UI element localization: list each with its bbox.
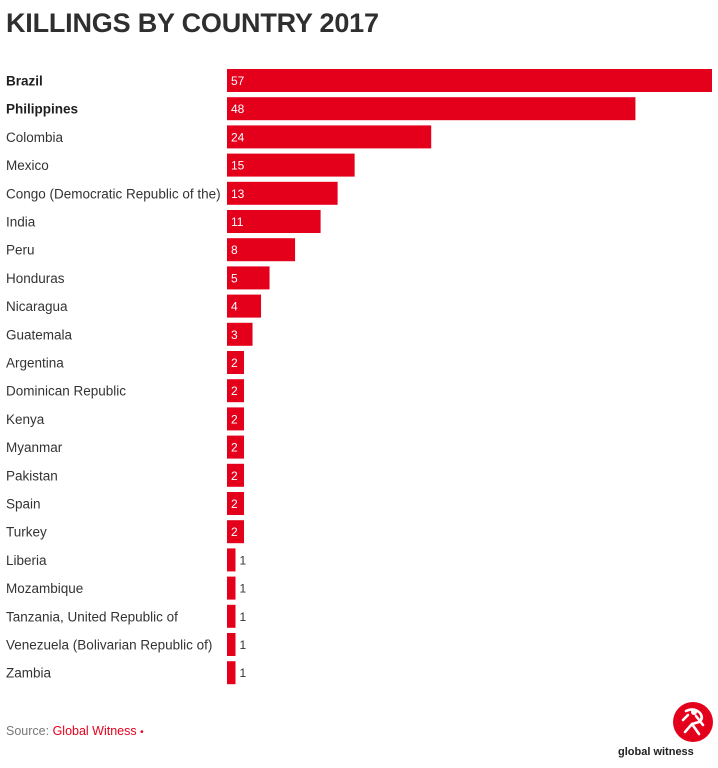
bar-guatemala[interactable] <box>227 322 253 346</box>
bar-honduras[interactable] <box>227 266 270 290</box>
bar-kenya[interactable] <box>227 407 245 431</box>
bar-tanzania-united-republic-of[interactable] <box>227 604 236 628</box>
bar-congo-democratic-republic-of-the[interactable] <box>227 181 338 205</box>
bar-mexico[interactable] <box>227 153 355 177</box>
bar-myanmar[interactable] <box>227 435 245 459</box>
category-label-tanzania-united-republic-of: Tanzania, United Republic of <box>6 609 178 624</box>
chart-title: KILLINGS BY COUNTRY 2017 <box>6 8 379 38</box>
bar-mozambique[interactable] <box>227 576 236 600</box>
category-label-dominican-republic: Dominican Republic <box>6 384 126 399</box>
bar-nicaragua[interactable] <box>227 294 262 318</box>
bar-brazil[interactable] <box>227 69 712 92</box>
value-label-argentina: 2 <box>231 356 238 370</box>
category-label-turkey: Turkey <box>6 525 47 540</box>
value-label-mozambique: 1 <box>240 582 247 596</box>
bar-venezuela-bolivarian-republic-of[interactable] <box>227 633 236 656</box>
bar-india[interactable] <box>227 210 321 233</box>
value-label-mexico: 15 <box>231 159 245 173</box>
category-label-congo-democratic-republic-of-the: Congo (Democratic Republic of the) <box>6 186 221 201</box>
category-label-mozambique: Mozambique <box>6 581 83 596</box>
value-label-turkey: 2 <box>231 525 238 539</box>
bar-peru[interactable] <box>227 238 296 262</box>
global-witness-logo-icon <box>673 702 713 742</box>
value-label-pakistan: 2 <box>231 469 238 483</box>
value-label-philippines: 48 <box>231 102 245 116</box>
value-label-nicaragua: 4 <box>231 300 238 314</box>
value-label-honduras: 5 <box>231 271 238 285</box>
value-label-guatemala: 3 <box>231 328 238 342</box>
category-label-myanmar: Myanmar <box>6 440 63 455</box>
value-label-peru: 8 <box>231 243 238 257</box>
category-label-philippines: Philippines <box>6 102 78 117</box>
category-label-nicaragua: Nicaragua <box>6 299 68 314</box>
value-label-brazil: 57 <box>231 74 245 88</box>
bar-liberia[interactable] <box>227 548 236 572</box>
value-label-colombia: 24 <box>231 130 245 144</box>
value-label-dominican-republic: 2 <box>231 384 238 398</box>
bar-spain[interactable] <box>227 492 245 515</box>
category-label-brazil: Brazil <box>6 74 43 89</box>
value-label-liberia: 1 <box>240 553 247 567</box>
bar-colombia[interactable] <box>227 125 432 149</box>
category-label-venezuela-bolivarian-republic-of: Venezuela (Bolivarian Republic of) <box>6 638 212 653</box>
value-label-tanzania-united-republic-of: 1 <box>240 610 247 624</box>
bar-dominican-republic[interactable] <box>227 379 245 403</box>
category-label-colombia: Colombia <box>6 130 64 145</box>
source-link[interactable]: Global Witness <box>52 724 137 738</box>
value-label-venezuela-bolivarian-republic-of: 1 <box>240 638 247 652</box>
bar-philippines[interactable] <box>227 97 636 121</box>
category-label-guatemala: Guatemala <box>6 327 73 342</box>
category-label-pakistan: Pakistan <box>6 468 58 483</box>
category-label-argentina: Argentina <box>6 356 64 371</box>
category-label-mexico: Mexico <box>6 158 49 173</box>
value-label-zambia: 1 <box>240 666 247 680</box>
source-prefix: Source: <box>6 724 53 738</box>
category-label-zambia: Zambia <box>6 666 52 681</box>
value-label-myanmar: 2 <box>231 441 238 455</box>
bar-pakistan[interactable] <box>227 463 245 487</box>
value-label-spain: 2 <box>231 497 238 511</box>
bar-turkey[interactable] <box>227 520 245 544</box>
value-label-congo-democratic-republic-of-the: 13 <box>231 187 245 201</box>
bar-argentina[interactable] <box>227 351 245 374</box>
brand-name: global witness <box>618 746 694 758</box>
category-label-liberia: Liberia <box>6 553 47 568</box>
value-label-kenya: 2 <box>231 412 238 426</box>
category-label-peru: Peru <box>6 243 35 258</box>
value-label-india: 11 <box>231 215 244 229</box>
source-line: Source: Global Witness • <box>6 724 144 738</box>
source-dot: • <box>140 727 144 738</box>
category-label-india: India <box>6 215 36 230</box>
category-label-honduras: Honduras <box>6 271 65 286</box>
bar-zambia[interactable] <box>227 661 236 685</box>
category-label-spain: Spain <box>6 497 41 512</box>
category-label-kenya: Kenya <box>6 412 45 427</box>
